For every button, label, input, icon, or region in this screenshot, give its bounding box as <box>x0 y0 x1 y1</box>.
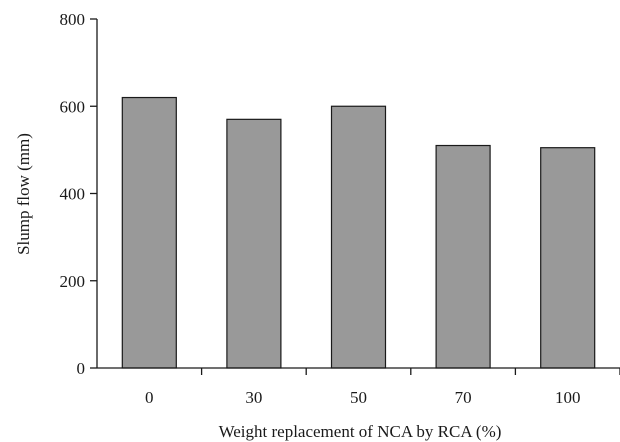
x-ticks-group: 0 30 50 70 100 <box>145 368 620 407</box>
x-tick-label: 30 <box>245 388 262 407</box>
bar-30 <box>226 118 282 369</box>
bar-50 <box>330 105 387 369</box>
x-tick-label: 50 <box>350 388 367 407</box>
y-tick-label: 400 <box>60 185 86 204</box>
y-tick-label: 0 <box>77 359 86 378</box>
x-tick-label: 0 <box>145 388 154 407</box>
x-axis-title: Weight replacement of NCA by RCA (%) <box>219 422 502 441</box>
bar-70 <box>435 144 491 369</box>
y-axis-title: Slump flow (mm) <box>14 133 33 255</box>
bars-group <box>121 96 596 369</box>
bar-100 <box>540 147 596 369</box>
y-tick-label: 200 <box>60 272 86 291</box>
bar-0 <box>121 96 177 369</box>
y-ticks-group: 0 200 400 600 800 <box>60 10 97 378</box>
y-tick-label: 600 <box>60 97 86 116</box>
x-tick-label: 70 <box>455 388 472 407</box>
x-tick-label: 100 <box>555 388 581 407</box>
y-tick-label: 800 <box>60 10 86 29</box>
